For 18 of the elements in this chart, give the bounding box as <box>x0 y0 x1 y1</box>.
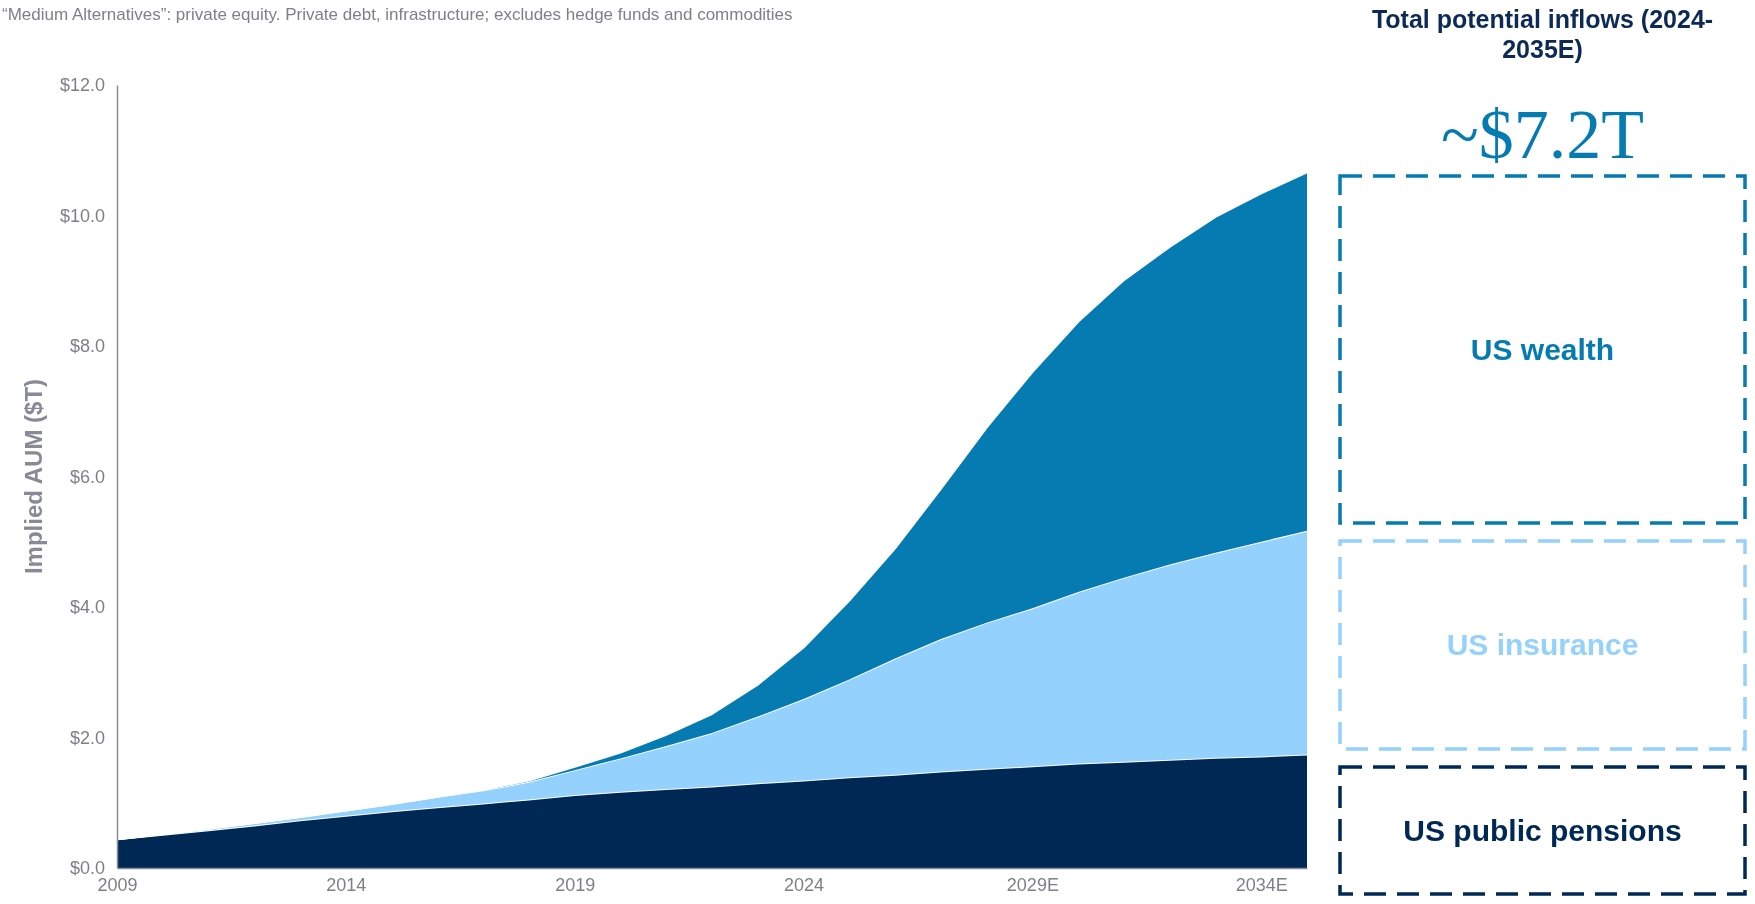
y-tick-label: $8.0 <box>69 336 105 357</box>
x-tick-label: 2024 <box>784 874 825 895</box>
y-tick-label: $6.0 <box>69 466 105 487</box>
text: US wealth <box>1470 332 1615 366</box>
x-tick-label: 2029E <box>1006 874 1059 895</box>
text: US insurance <box>1446 628 1639 661</box>
text: US public pensions <box>1403 813 1682 847</box>
x-tick-label: 2019 <box>555 874 596 895</box>
legend-title: Total potential inflows (2024-2035E) <box>1371 5 1714 63</box>
y-axis-title: Implied AUM ($T) <box>20 378 47 575</box>
x-tick-label: 2014 <box>326 874 367 895</box>
y-tick-label: $10.0 <box>59 205 105 226</box>
x-tick-label: 2034E <box>1235 874 1288 895</box>
text: “Medium Alternatives”: private equity. Private debt, infrastructure; excludes hedge funds and commodities <box>2 5 793 24</box>
y-tick-label: $4.0 <box>69 597 105 618</box>
y-tick-label: $2.0 <box>69 727 105 748</box>
y-tick-label: $12.0 <box>59 75 105 96</box>
text: ~$7.2T <box>1440 96 1645 173</box>
